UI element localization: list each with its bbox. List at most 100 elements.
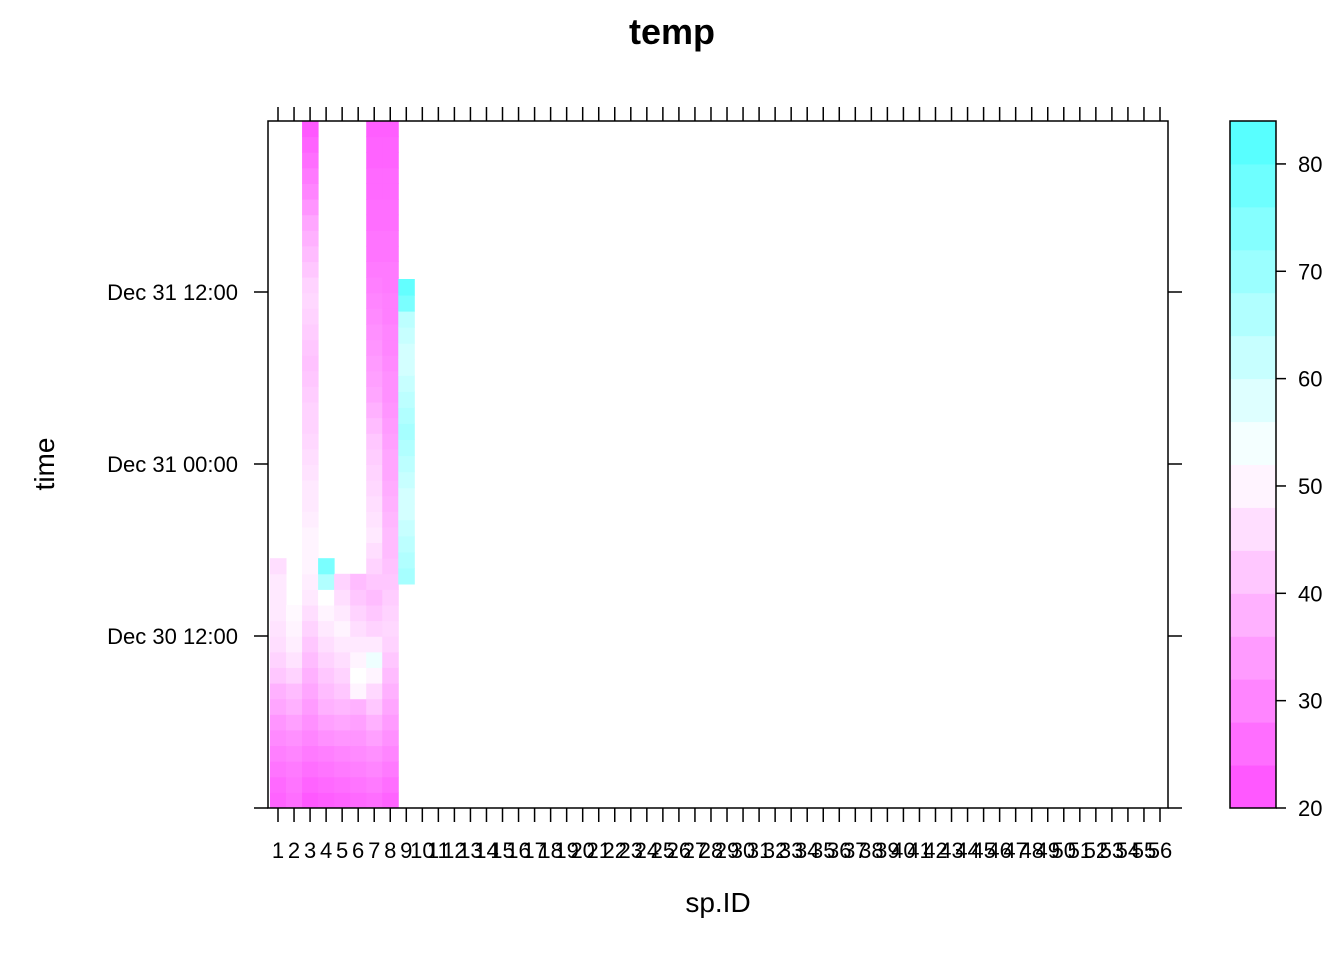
heatmap-cell — [318, 651, 335, 668]
heatmap-cell — [269, 761, 287, 778]
heatmap-cell — [302, 651, 319, 668]
colorbar-tick-label: 70 — [1298, 259, 1322, 284]
heatmap-cell — [302, 605, 319, 622]
heatmap-cell — [302, 308, 319, 325]
heatmap-cell — [269, 589, 287, 606]
heatmap-cell — [382, 214, 399, 231]
x-tick-label: 27 — [683, 838, 707, 863]
colorbar-band — [1230, 765, 1276, 809]
x-tick-label: 4 — [320, 838, 332, 863]
heatmap-cell — [382, 433, 399, 450]
heatmap-cell — [302, 402, 319, 419]
heatmap-cell — [398, 311, 415, 328]
x-tick-label: 31 — [747, 838, 771, 863]
heatmap-cell — [318, 605, 335, 622]
x-tick-label: 38 — [859, 838, 883, 863]
colorbar-band — [1230, 507, 1276, 551]
heatmap-cell — [382, 339, 399, 356]
heatmap-cell — [382, 136, 399, 153]
heatmap-cell — [269, 745, 287, 762]
colorbar-band — [1230, 593, 1276, 637]
heatmap-cell — [286, 698, 303, 715]
heatmap-cell — [286, 605, 303, 622]
heatmap-cell — [382, 776, 399, 793]
x-tick-label: 9 — [400, 838, 412, 863]
colorbar-frame — [1229, 120, 1277, 809]
heatmap-cell — [302, 636, 319, 653]
colorbar-band — [1230, 206, 1276, 251]
heatmap-cell — [318, 698, 335, 715]
heatmap-cell — [382, 651, 399, 668]
heatmap-cell — [302, 277, 319, 294]
x-tick-label: 39 — [875, 838, 899, 863]
heatmap-cell — [398, 359, 415, 376]
heatmap-cell — [334, 761, 351, 778]
y-tick-label: Dec 31 00:00 — [107, 452, 238, 477]
x-tick-label: 54 — [1116, 838, 1140, 863]
heatmap-cell — [286, 651, 303, 668]
heatmap-cell — [382, 152, 399, 169]
heatmap-cell — [302, 339, 319, 356]
heatmap-cell — [382, 573, 399, 590]
x-tick-label: 5 — [336, 838, 348, 863]
heatmap-cell — [302, 683, 319, 700]
heatmap-cell — [318, 761, 335, 778]
heatmap-cell — [350, 792, 367, 809]
heatmap-cell — [366, 261, 383, 278]
heatmap-cell — [318, 589, 335, 606]
heatmap-cell — [366, 292, 383, 309]
heatmap-cell — [382, 417, 399, 434]
colorbar-band — [1230, 636, 1276, 680]
x-tick-label: 26 — [667, 838, 691, 863]
heatmap-cell — [382, 495, 399, 512]
heatmap-cell — [382, 511, 399, 528]
x-tick-label: 55 — [1132, 838, 1156, 863]
heatmap-cell — [302, 245, 319, 263]
heatmap-cell — [269, 636, 287, 653]
heatmap-cell — [302, 433, 319, 450]
x-tick-label: 22 — [603, 838, 627, 863]
heatmap-cell — [302, 792, 319, 809]
heatmap-cell — [318, 558, 335, 575]
heatmap-cell — [382, 292, 399, 309]
heatmap-cell — [269, 573, 287, 590]
x-tick-label: 43 — [939, 838, 963, 863]
heatmap-cell — [302, 511, 319, 528]
heatmap-cell — [269, 792, 287, 809]
colorbar-band — [1230, 335, 1276, 380]
heatmap-cell — [269, 776, 287, 793]
heatmap-cell — [318, 667, 335, 684]
x-tick-label: 49 — [1036, 838, 1060, 863]
heatmap-cell — [302, 761, 319, 778]
x-tick-label: 56 — [1148, 838, 1172, 863]
heatmap-cell — [286, 745, 303, 762]
heatmap-cell — [366, 183, 383, 200]
x-tick-label: 21 — [586, 838, 610, 863]
heatmap-cell — [350, 698, 367, 715]
colorbar-tick-label: 60 — [1298, 367, 1322, 392]
colorbar-band — [1230, 679, 1276, 723]
heatmap-cell — [334, 589, 351, 606]
x-tick-label: 12 — [442, 838, 466, 863]
heatmap-cell — [302, 323, 319, 341]
heatmap-cell — [398, 279, 415, 296]
colorbar-tick-label: 20 — [1298, 796, 1322, 821]
heatmap-cell — [382, 667, 399, 684]
heatmap-cell — [302, 480, 319, 497]
heatmap-cell — [302, 183, 319, 200]
x-tick-label: 7 — [368, 838, 380, 863]
colorbar-tick-label: 80 — [1298, 152, 1322, 177]
x-tick-label: 15 — [490, 838, 514, 863]
heatmap-cell — [382, 761, 399, 778]
heatmap-cell — [398, 535, 415, 553]
x-tick-label: 51 — [1068, 838, 1092, 863]
x-tick-label: 23 — [619, 838, 643, 863]
heatmap-cell — [382, 230, 399, 247]
x-tick-label: 20 — [570, 838, 594, 863]
heatmap-cell — [366, 402, 383, 419]
heatmap-cell — [350, 683, 367, 700]
colorbar: 20 30 40 50 60 70 80 — [1229, 120, 1322, 821]
heatmap-cell — [382, 308, 399, 325]
colorbar-band — [1230, 421, 1276, 465]
